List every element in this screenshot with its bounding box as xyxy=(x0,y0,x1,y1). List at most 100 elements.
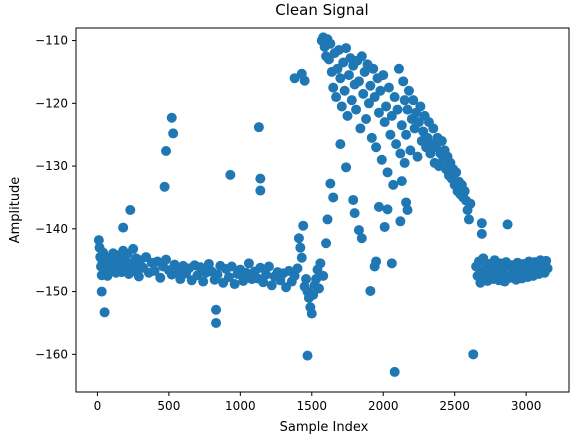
data-point xyxy=(289,270,300,281)
data-point xyxy=(382,204,393,215)
data-point xyxy=(325,178,336,189)
data-point xyxy=(373,201,384,212)
y-axis-title: Amplitude xyxy=(8,177,23,244)
y-axis: −160 −150 −140 −130 −120 −110 xyxy=(35,34,76,361)
data-point xyxy=(161,146,172,157)
data-point xyxy=(379,117,390,128)
data-point xyxy=(463,214,474,225)
data-point xyxy=(371,256,382,267)
data-point xyxy=(373,107,384,118)
data-point xyxy=(98,247,109,258)
data-point xyxy=(401,197,412,208)
data-point xyxy=(459,186,470,197)
data-point xyxy=(476,228,487,239)
data-point xyxy=(349,208,360,219)
data-point xyxy=(331,92,342,103)
data-point xyxy=(378,70,389,81)
y-tick-label: −150 xyxy=(35,285,68,299)
data-point xyxy=(402,205,413,215)
data-point xyxy=(405,145,416,156)
data-point xyxy=(451,167,462,178)
data-point xyxy=(386,258,397,269)
data-point xyxy=(395,148,406,159)
data-point xyxy=(366,132,377,143)
data-point xyxy=(465,198,476,209)
y-tick-label: −120 xyxy=(35,96,68,110)
data-point xyxy=(388,179,399,190)
data-point xyxy=(93,235,104,246)
data-point xyxy=(211,317,222,328)
data-point xyxy=(365,285,376,296)
data-point xyxy=(399,95,410,106)
data-point xyxy=(356,51,367,62)
data-point xyxy=(396,176,407,187)
data-point xyxy=(296,252,307,263)
data-point xyxy=(223,272,234,283)
data-point xyxy=(166,112,177,123)
data-point xyxy=(338,57,349,68)
data-point xyxy=(293,233,304,244)
data-point xyxy=(395,216,406,227)
data-point xyxy=(133,271,144,282)
data-point xyxy=(361,114,372,124)
data-point xyxy=(368,63,379,74)
data-point xyxy=(328,192,339,203)
data-point xyxy=(118,222,129,233)
data-point xyxy=(212,269,223,280)
data-point xyxy=(402,104,413,115)
data-point xyxy=(255,262,266,273)
data-point xyxy=(328,82,339,93)
points-layer xyxy=(93,32,553,377)
data-point xyxy=(292,263,303,274)
data-point xyxy=(298,220,309,231)
data-point xyxy=(168,128,179,139)
data-point xyxy=(389,366,400,377)
data-point xyxy=(258,277,269,288)
x-tick-label: 2500 xyxy=(439,399,470,413)
x-axis: 0 500 1000 1500 2000 2500 3000 xyxy=(94,392,542,413)
data-point xyxy=(302,350,313,361)
y-tick-label: −110 xyxy=(35,34,68,48)
data-point xyxy=(339,85,350,96)
data-point xyxy=(243,258,254,269)
data-point xyxy=(382,167,393,178)
data-point xyxy=(385,129,396,140)
data-point xyxy=(318,270,329,281)
data-point xyxy=(468,349,479,360)
data-point xyxy=(353,225,364,236)
y-tick-label: −160 xyxy=(35,347,68,361)
data-point xyxy=(396,120,407,131)
data-point xyxy=(375,85,386,96)
data-point xyxy=(542,263,553,274)
data-point xyxy=(376,154,387,165)
x-tick-label: 3000 xyxy=(511,399,542,413)
data-point xyxy=(229,279,240,290)
data-point xyxy=(96,286,107,297)
data-point xyxy=(325,38,336,49)
data-point xyxy=(408,95,419,106)
data-point xyxy=(353,76,364,87)
data-point xyxy=(355,123,366,134)
data-point xyxy=(238,275,249,286)
x-tick-label: 0 xyxy=(94,399,102,413)
y-tick-label: −140 xyxy=(35,222,68,236)
data-point xyxy=(365,80,376,91)
y-tick-label: −130 xyxy=(35,159,68,173)
data-point xyxy=(255,173,266,184)
data-point xyxy=(161,254,172,265)
data-point xyxy=(99,307,110,318)
data-point xyxy=(211,304,222,315)
data-point xyxy=(436,135,447,146)
data-point xyxy=(128,243,139,254)
data-point xyxy=(295,242,306,253)
data-point xyxy=(335,73,346,84)
data-point xyxy=(341,43,352,54)
data-point xyxy=(225,169,236,180)
data-point xyxy=(371,142,382,153)
data-point xyxy=(125,205,136,215)
data-point xyxy=(263,261,274,272)
data-point xyxy=(342,110,353,121)
data-point xyxy=(502,219,513,230)
